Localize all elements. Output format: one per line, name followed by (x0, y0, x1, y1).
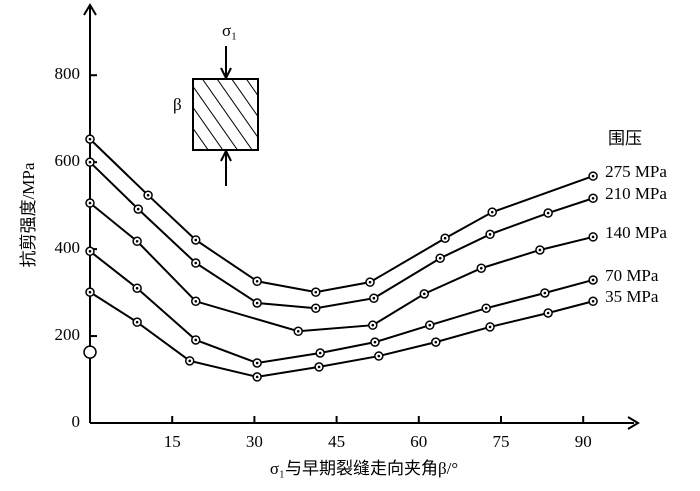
series-line (89, 291, 594, 378)
point-dot (484, 306, 488, 310)
inset-side-label: β (173, 95, 182, 114)
point-dot (422, 292, 426, 296)
point-dot (194, 338, 198, 342)
point-dot (135, 239, 139, 243)
point-dot (194, 299, 198, 303)
x-tick-label: 90 (575, 432, 592, 451)
point-dot (479, 266, 483, 270)
point-dot (428, 323, 432, 327)
point-dot (591, 196, 595, 200)
point-dot (591, 278, 595, 282)
point-dot (546, 211, 550, 215)
point-dot (255, 301, 259, 305)
specimen (192, 78, 259, 151)
series-label: 275 MPa (605, 162, 667, 181)
point-dot (255, 375, 259, 379)
x-tick-label: 15 (164, 432, 181, 451)
inset-diagram: σ₁ β (173, 21, 259, 186)
inset-top-label: σ₁ (222, 21, 237, 40)
point-dot (543, 291, 547, 295)
legend-title: 围压 (608, 129, 642, 148)
point-dot (443, 236, 447, 240)
point-dot (146, 193, 150, 197)
point-dot (371, 323, 375, 327)
series-label: 210 MPa (605, 184, 667, 203)
point-dot (296, 329, 300, 333)
point-dot (488, 325, 492, 329)
point-dot (373, 340, 377, 344)
marker (83, 345, 97, 359)
point-dot (255, 279, 259, 283)
point-dot (546, 311, 550, 315)
point-dot (188, 359, 192, 363)
arrow-head (220, 148, 232, 162)
point-dot (317, 365, 321, 369)
point-dot (377, 354, 381, 358)
y-axis-label: 抗剪强度/MPa (19, 162, 38, 267)
point-dot (88, 201, 92, 205)
series-line (89, 161, 594, 310)
point-dot (88, 160, 92, 164)
point-dot (438, 256, 442, 260)
point-dot (538, 248, 542, 252)
x-axis-arrow (627, 416, 640, 430)
x-tick-label: 75 (493, 432, 510, 451)
y-axis-arrow (83, 3, 97, 16)
y-tick-label: 600 (55, 151, 81, 170)
point-dot (368, 280, 372, 284)
point-dot (318, 351, 322, 355)
point-dot (136, 207, 140, 211)
point-dot (135, 286, 139, 290)
point-dot (591, 174, 595, 178)
point-dot (591, 235, 595, 239)
x-tick-label: 45 (328, 432, 345, 451)
point-dot (135, 320, 139, 324)
point-dot (434, 340, 438, 344)
point-dot (88, 137, 92, 141)
x-tick-label: 30 (246, 432, 263, 451)
point-dot (490, 210, 494, 214)
series-label: 140 MPa (605, 223, 667, 242)
series-label: 35 MPa (605, 287, 659, 306)
point-dot (314, 306, 318, 310)
series-line (89, 250, 594, 365)
x-axis-label: σ₁与早期裂缝走向夹角β/° (270, 459, 458, 478)
x-tick-label: 60 (410, 432, 427, 451)
series-label: 70 MPa (605, 266, 659, 285)
point-dot (88, 290, 92, 294)
point-dot (194, 238, 198, 242)
y-tick-label: 400 (55, 238, 81, 257)
point-dot (314, 290, 318, 294)
point-dot (488, 233, 492, 236)
point-dot (591, 299, 595, 303)
arrow-head (220, 67, 232, 81)
y-tick-label: 200 (55, 325, 81, 344)
y-tick-label: 0 (72, 412, 81, 431)
y-tick-label: 800 (55, 64, 81, 83)
point-dot (372, 296, 376, 300)
point-dot (88, 249, 92, 253)
point-dot (255, 361, 259, 365)
point-dot (194, 261, 198, 265)
